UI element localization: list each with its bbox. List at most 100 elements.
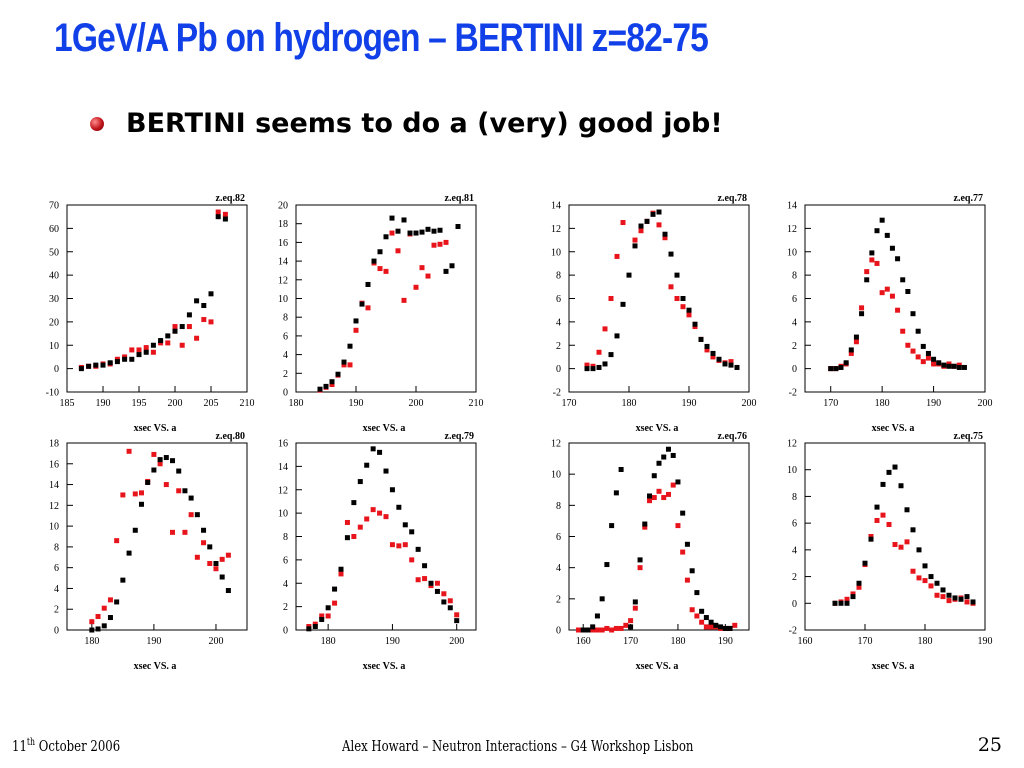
data-point-red — [680, 549, 686, 555]
data-point-black — [608, 352, 614, 358]
data-point-black — [638, 223, 644, 229]
data-point-black — [443, 268, 449, 274]
data-point-black — [684, 541, 690, 547]
y-tick-label: 4 — [556, 563, 561, 574]
data-point-black — [662, 231, 668, 237]
x-axis-label: xsec VS. a — [363, 661, 406, 672]
data-point-black — [931, 356, 937, 362]
chart-4: 170 180 190 200 -2 0 2 4 6 8 10 12 14 z.eq.77 xsec VS.… — [787, 193, 993, 434]
data-point-black — [728, 362, 734, 368]
data-point-black — [332, 586, 338, 592]
data-point-black — [844, 600, 850, 606]
data-point-black — [628, 624, 634, 630]
data-point-black — [325, 605, 331, 611]
y-tick-label: 8 — [792, 492, 797, 503]
data-point-black — [900, 277, 906, 283]
data-point-red — [632, 237, 638, 243]
data-point-black — [347, 343, 353, 349]
y-tick-label: 12 — [551, 439, 561, 450]
data-point-black — [874, 504, 880, 510]
y-tick-label: 12 — [787, 439, 797, 450]
data-point-black — [415, 546, 421, 552]
data-point-black — [419, 229, 425, 235]
data-point-black — [613, 490, 619, 496]
data-point-black — [656, 209, 662, 215]
y-tick-label: 6 — [792, 519, 797, 530]
data-point-red — [188, 512, 194, 518]
y-tick-label: 2 — [283, 602, 288, 613]
x-axis-label: xsec VS. a — [636, 661, 679, 672]
data-point-red — [383, 514, 389, 520]
series-red — [317, 230, 449, 393]
x-tick-label: 180 — [289, 398, 304, 409]
y-tick-label: 18 — [49, 439, 59, 450]
series-black — [580, 446, 733, 633]
data-point-black — [916, 547, 922, 553]
data-point-red — [126, 448, 132, 454]
x-tick-label: 180 — [84, 636, 99, 647]
data-point-black — [389, 487, 395, 493]
data-point-red — [934, 592, 940, 598]
data-point-red — [325, 613, 331, 619]
data-point-black — [151, 467, 157, 473]
data-point-red — [613, 625, 619, 631]
data-point-black — [626, 272, 632, 278]
data-point-red — [708, 624, 714, 630]
data-point-black — [454, 618, 460, 624]
data-point-black — [904, 507, 910, 513]
data-point-red — [946, 598, 952, 604]
data-point-black — [143, 349, 149, 355]
y-tick-label: 14 — [551, 201, 561, 212]
data-point-red — [170, 529, 176, 535]
data-point-red — [662, 235, 668, 241]
data-point-black — [449, 263, 455, 269]
data-point-black — [868, 536, 874, 542]
data-point-black — [832, 600, 838, 606]
y-tick-label: 6 — [556, 532, 561, 543]
data-point-black — [716, 356, 722, 362]
y-tick-label: 8 — [54, 542, 59, 553]
data-point-black — [136, 352, 142, 358]
data-point-black — [219, 574, 225, 580]
data-point-red — [425, 273, 431, 279]
data-point-black — [951, 363, 957, 369]
data-point-red — [638, 228, 644, 234]
y-tick-label: 4 — [283, 579, 288, 590]
chart-title: z.eq.77 — [954, 193, 983, 204]
data-point-red — [207, 561, 213, 567]
data-point-black — [828, 366, 834, 372]
data-point-red — [651, 495, 657, 501]
data-point-black — [377, 449, 383, 455]
data-point-black — [722, 361, 728, 367]
bullet-icon — [90, 116, 104, 131]
data-point-black — [225, 588, 231, 594]
data-point-black — [306, 626, 312, 632]
x-tick-label: 190 — [926, 398, 941, 409]
data-point-black — [925, 350, 931, 356]
data-point-black — [940, 587, 946, 593]
data-point-black — [165, 333, 171, 339]
data-point-red — [389, 230, 395, 236]
data-point-black — [632, 599, 638, 605]
x-tick-label: 170 — [858, 636, 873, 647]
x-tick-label: 180 — [918, 636, 933, 647]
data-point-red — [364, 516, 370, 522]
data-point-black — [114, 359, 120, 365]
data-point-black — [692, 321, 698, 327]
chart-title: z.eq.75 — [954, 431, 983, 442]
data-point-black — [941, 362, 947, 368]
data-point-black — [425, 226, 431, 232]
data-point-black — [928, 574, 934, 580]
y-tick-label: 0 — [556, 626, 561, 637]
data-point-black — [704, 343, 710, 349]
data-point-red — [395, 248, 401, 254]
data-point-black — [329, 379, 335, 385]
x-tick-label: 200 — [168, 398, 183, 409]
data-point-red — [575, 627, 581, 633]
data-point-black — [179, 324, 185, 330]
x-tick-label: 200 — [409, 398, 424, 409]
data-point-black — [312, 623, 318, 629]
data-point-black — [585, 627, 591, 633]
data-point-red — [656, 488, 662, 494]
data-point-black — [402, 522, 408, 528]
